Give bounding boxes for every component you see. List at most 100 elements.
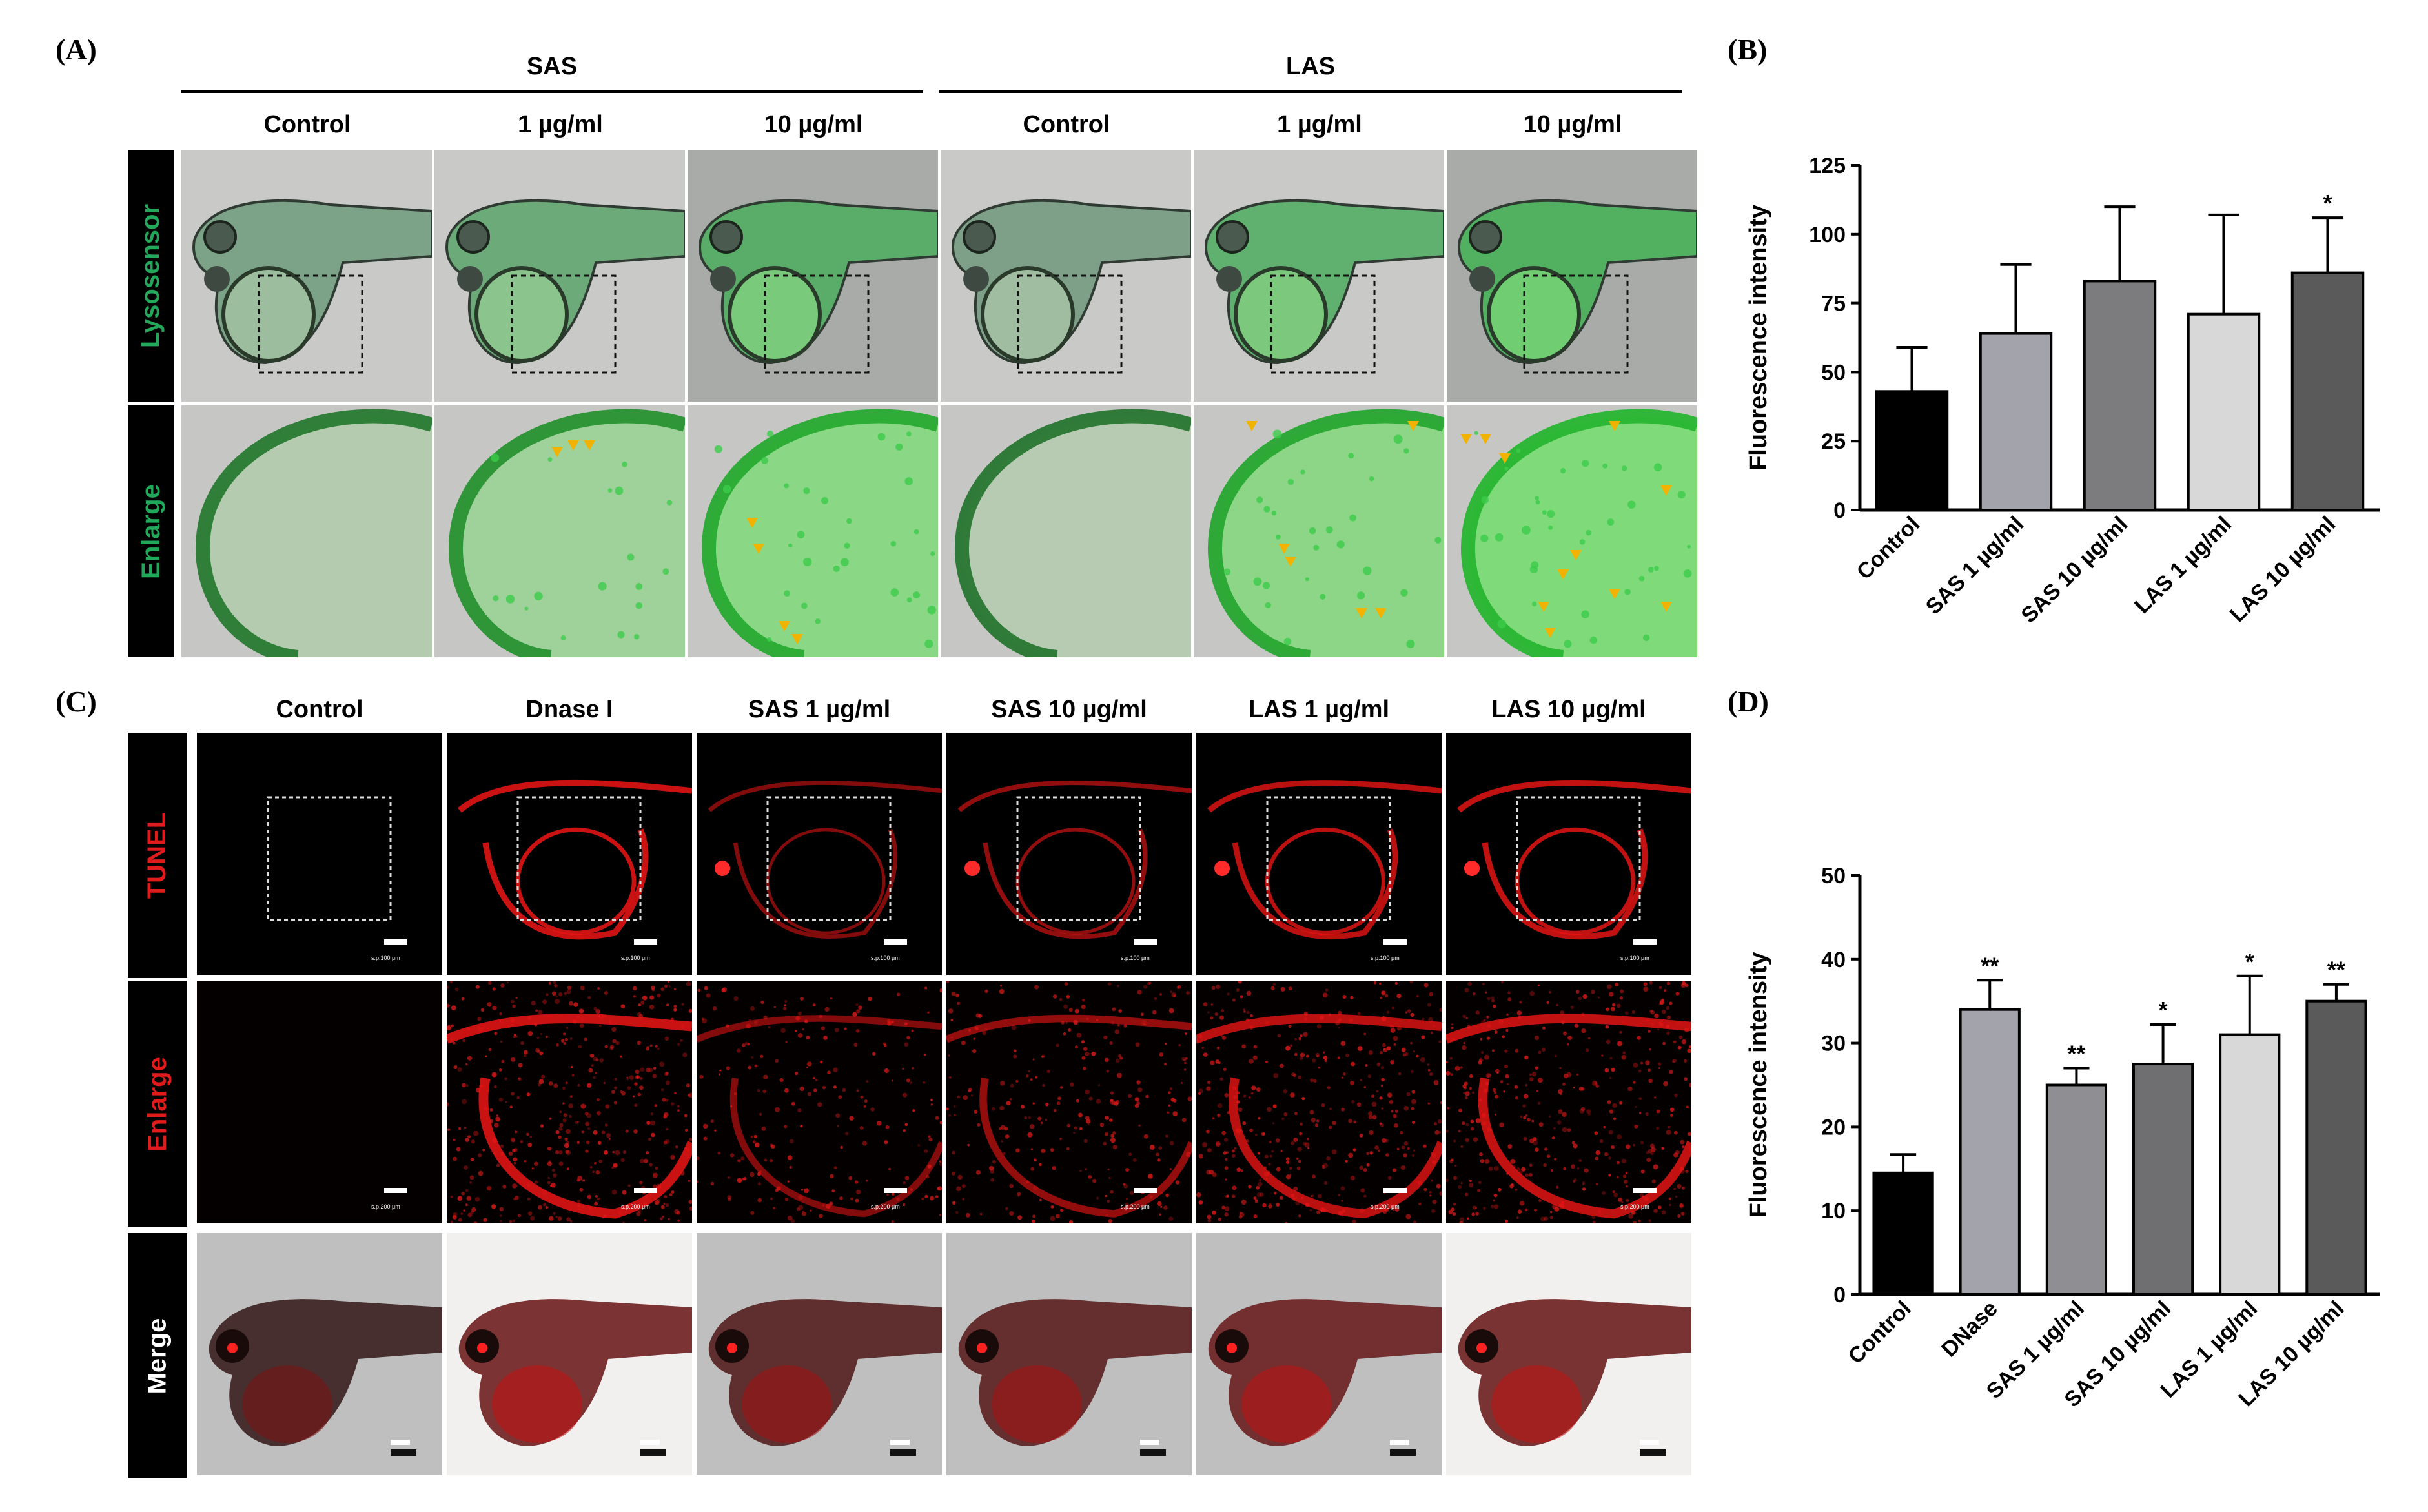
bar-1 (1981, 334, 2051, 510)
lysosensor-image-2 (688, 150, 938, 402)
bar-3 (2188, 314, 2259, 510)
scale-bar-text: s.p.200 μm (621, 1203, 650, 1210)
bar-2 (2085, 281, 2155, 510)
col-header-las-1: 1 µg/ml (1194, 111, 1445, 139)
scale-bar-text: s.p.100 μm (1620, 955, 1649, 961)
significance-mark: ** (2067, 1041, 2085, 1067)
tunel-image-5: s.p.100 μm (1446, 733, 1691, 975)
enlarge-image-a-1 (434, 405, 685, 657)
tunel-image-0: s.p.100 μm (197, 733, 442, 975)
enlarge-image-c-2: s.p.200 μm (697, 981, 942, 1223)
x-tick-label: Control (1852, 512, 1924, 584)
lysosensor-image-3 (941, 150, 1191, 402)
y-axis-label: Fluorescence intensity (1745, 205, 1772, 471)
bar-4 (2292, 273, 2363, 510)
scale-bar-text: s.p.100 μm (1371, 955, 1400, 961)
merge-image-0 (197, 1233, 442, 1475)
y-tick-label: 40 (1821, 948, 1846, 972)
merge-image-3 (946, 1233, 1192, 1475)
group-label-sas: SAS (181, 53, 923, 81)
merge-image-1 (447, 1233, 692, 1475)
significance-mark: * (2159, 997, 2168, 1023)
col-header-las-control: Control (941, 111, 1192, 139)
tunel-image-2: s.p.100 μm (697, 733, 942, 975)
significance-mark: ** (1981, 952, 1999, 979)
scale-bar-text: s.p.200 μm (871, 1203, 900, 1210)
row-label-lysosensor: Lysosensor (128, 150, 174, 402)
merge-image-4 (1196, 1233, 1442, 1475)
y-tick-label: 100 (1809, 223, 1846, 247)
bar-0 (1877, 391, 1947, 510)
col-header-c-dnase: Dnase I (447, 696, 692, 724)
panel-a-letter: (A) (56, 32, 97, 66)
y-tick-label: 0 (1833, 498, 1846, 523)
panel-c-letter: (C) (56, 684, 97, 719)
scale-bar-text: s.p.200 μm (1371, 1203, 1400, 1210)
significance-mark: * (2245, 948, 2254, 975)
tunel-image-1: s.p.100 μm (447, 733, 692, 975)
col-header-las-10: 10 µg/ml (1447, 111, 1699, 139)
tunel-image-4: s.p.100 μm (1196, 733, 1442, 975)
chart-b: 0 25 50 75 100 125 Fluorescence intensity Contr… (1728, 129, 2412, 697)
panel-d-letter: (D) (1728, 684, 1769, 719)
enlarge-image-a-5 (1447, 405, 1697, 657)
enlarge-image-a-4 (1194, 405, 1444, 657)
row-label-merge: Merge (128, 1233, 187, 1478)
merge-image-5 (1446, 1233, 1691, 1475)
col-header-c-las10: LAS 10 µg/ml (1446, 696, 1691, 724)
y-tick-label: 0 (1833, 1283, 1846, 1307)
row-label-tunel: TUNEL (128, 733, 187, 978)
y-tick-label: 25 (1821, 429, 1846, 454)
scale-bar-text: s.p.100 μm (871, 955, 900, 961)
col-header-c-las1: LAS 1 µg/ml (1196, 696, 1442, 724)
row-label-tunel-text: TUNEL (143, 812, 172, 898)
row-label-enlarge-c: Enlarge (128, 981, 187, 1227)
panel-b-letter: (B) (1728, 32, 1767, 66)
scale-bar-text: s.p.100 μm (371, 955, 400, 961)
y-tick-label: 75 (1821, 292, 1846, 316)
enlarge-image-a-2 (688, 405, 938, 657)
scale-bar-text: s.p.200 μm (1620, 1203, 1649, 1210)
enlarge-image-c-0: s.p.200 μm (197, 981, 442, 1223)
scale-bar-text: s.p.200 μm (1121, 1203, 1150, 1210)
y-tick-label: 30 (1821, 1032, 1846, 1056)
group-label-las: LAS (939, 53, 1682, 81)
y-tick-label: 50 (1821, 360, 1846, 385)
enlarge-image-a-3 (941, 405, 1191, 657)
bar-2 (2047, 1085, 2106, 1295)
y-tick-label: 10 (1821, 1199, 1846, 1223)
tunel-image-3: s.p.100 μm (946, 733, 1192, 975)
col-header-c-sas10: SAS 10 µg/ml (946, 696, 1192, 724)
x-tick-label: LAS 1 µg/ml (2130, 512, 2236, 618)
row-label-enlarge-c-text: Enlarge (143, 1057, 172, 1152)
y-tick-label: 50 (1821, 864, 1846, 888)
enlarge-image-c-3: s.p.200 μm (946, 981, 1192, 1223)
significance-mark: * (2323, 190, 2332, 216)
group-line-las (939, 90, 1682, 93)
x-tick-label: LAS 10 µg/ml (2225, 512, 2340, 627)
x-tick-label: SAS 1 µg/ml (1921, 512, 2028, 619)
col-header-sas-1: 1 µg/ml (434, 111, 686, 139)
scale-bar-text: s.p.200 μm (371, 1203, 400, 1210)
x-tick-label: DNase (1937, 1296, 2003, 1362)
col-header-c-control: Control (197, 696, 442, 724)
y-axis-label: Fluorescence intensity (1745, 952, 1772, 1218)
group-line-sas (181, 90, 923, 93)
x-tick-label: Control (1843, 1296, 1915, 1369)
y-tick-label: 20 (1821, 1115, 1846, 1139)
row-label-merge-text: Merge (143, 1318, 172, 1394)
row-label-lysosensor-text: Lysosensor (137, 203, 166, 347)
lysosensor-image-0 (181, 150, 432, 402)
col-header-c-sas1: SAS 1 µg/ml (697, 696, 942, 724)
bar-5 (2307, 1001, 2365, 1294)
enlarge-image-c-1: s.p.200 μm (447, 981, 692, 1223)
bar-4 (2220, 1035, 2279, 1294)
significance-mark: ** (2327, 957, 2345, 983)
x-tick-label: SAS 10 µg/ml (2016, 512, 2132, 628)
lysosensor-image-1 (434, 150, 685, 402)
row-label-enlarge-a: Enlarge (128, 405, 174, 657)
col-header-sas-10: 10 µg/ml (688, 111, 939, 139)
enlarge-image-a-0 (181, 405, 432, 657)
lysosensor-image-5 (1447, 150, 1697, 402)
scale-bar-text: s.p.100 μm (1121, 955, 1150, 961)
